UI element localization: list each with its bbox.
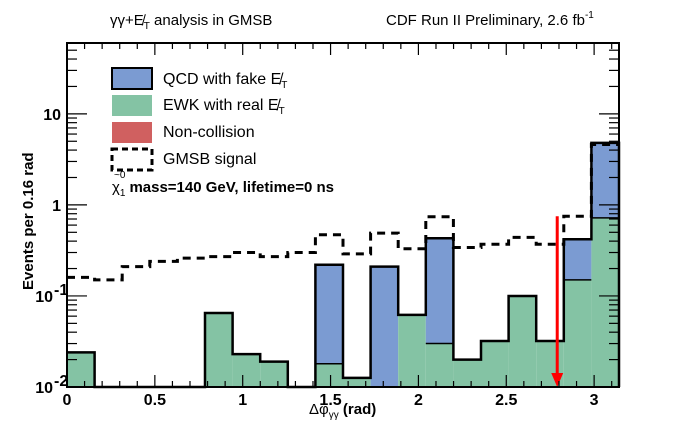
- y-tick-label: 10: [35, 380, 53, 397]
- x-tick-label: 2.5: [495, 392, 517, 409]
- plot-frame: [66, 42, 620, 388]
- x-axis-label: Δφγγ (rad): [309, 401, 376, 421]
- ewk-bar: [425, 343, 454, 387]
- stack-outline: [67, 141, 621, 389]
- ewk-bar: [67, 352, 95, 387]
- title-left: γγ+E̸T analysis in GMSB: [110, 12, 272, 32]
- ewk-bar: [453, 359, 481, 387]
- y-tick-label: 10: [43, 107, 61, 124]
- ewk-bar: [398, 314, 426, 387]
- legend-swatch-gmsb: [110, 147, 154, 172]
- y-tick-label: 1: [52, 198, 61, 215]
- y-tick-label-exponent: -1: [54, 282, 68, 299]
- x-tick-label: 0.5: [144, 392, 166, 409]
- cut-arrow-head: [551, 373, 564, 387]
- y-tick-label: 10: [35, 289, 53, 306]
- cut-arrow-group: [551, 216, 564, 387]
- histogram-bars: [67, 141, 621, 389]
- qcd-bar: [370, 266, 399, 387]
- ewk-bar: [563, 279, 592, 387]
- ewk-bar: [232, 354, 261, 387]
- legend-swatch-noncollision: [112, 122, 152, 143]
- qcd-bar: [425, 238, 454, 344]
- legend-swatch-ewk: [112, 95, 152, 116]
- ewk-bar: [315, 363, 343, 387]
- legend-swatch-qcd: [111, 67, 153, 90]
- y-axis-label: Events per 0.16 rad: [20, 152, 37, 290]
- qcd-bar: [315, 264, 343, 364]
- ewk-bar: [260, 361, 288, 387]
- annotation-neutralino-sup: ~0: [114, 170, 126, 181]
- qcd-bar: [563, 239, 592, 280]
- y-tick-label-exponent: -2: [54, 373, 68, 390]
- gmsb-signal-group: [67, 143, 619, 282]
- ewk-bar: [343, 377, 371, 387]
- axis-ticks: [66, 42, 619, 388]
- x-tick-label: 1: [238, 392, 247, 409]
- x-tick-label: 2: [414, 392, 423, 409]
- ewk-bar: [205, 312, 233, 387]
- legend-label-noncollision: Non-collision: [163, 124, 255, 141]
- gmsb-signal-line: [67, 143, 619, 282]
- legend-label-qcd: QCD with fake E̸T: [163, 71, 287, 91]
- ewk-bar: [591, 217, 619, 387]
- x-tick-label: 0: [63, 392, 72, 409]
- ewk-bar: [481, 341, 509, 387]
- x-tick-label: 3: [590, 392, 599, 409]
- legend-label-gmsb: GMSB signal: [163, 151, 256, 168]
- annotation-neutralino: χ1 mass=140 GeV, lifetime=0 ns: [112, 179, 334, 199]
- ewk-bar: [508, 295, 537, 387]
- qcd-bar: [591, 142, 619, 218]
- legend: QCD with fake E̸T EWK with real E̸T Non-…: [110, 67, 334, 199]
- title-right: CDF Run II Preliminary, 2.6 fb-1: [386, 10, 594, 29]
- legend-label-ewk: EWK with real E̸T: [163, 97, 285, 117]
- x-tick-label: 1.5: [319, 392, 341, 409]
